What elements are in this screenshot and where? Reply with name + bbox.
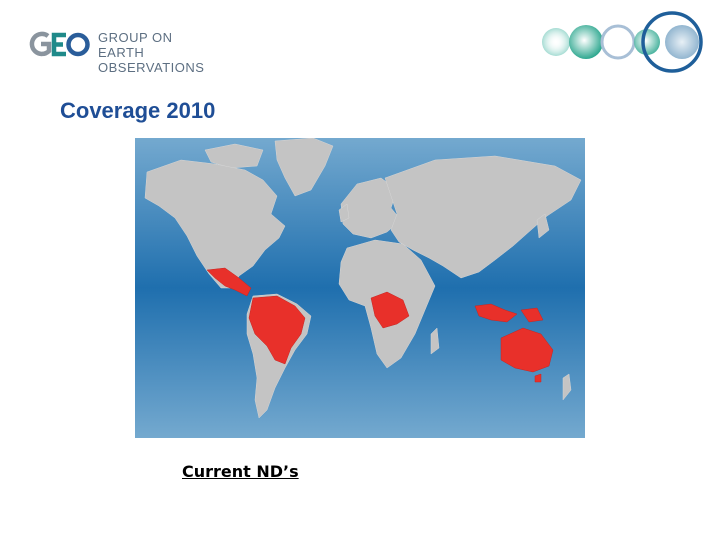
- logo-line-2: EARTH OBSERVATIONS: [98, 45, 205, 75]
- page-title: Coverage 2010: [60, 98, 216, 123]
- logo-line-1: GROUP ON: [98, 30, 173, 45]
- highlight-mexico: [206, 267, 252, 297]
- japan: [536, 213, 550, 239]
- new-zealand: [562, 373, 572, 401]
- geo-logo-icon: [29, 31, 90, 57]
- geo-logo: GROUP ON EARTH OBSERVATIONS: [28, 26, 238, 75]
- highlight-australia: [500, 327, 554, 373]
- asia: [384, 155, 582, 279]
- highlight-png: [520, 307, 544, 323]
- highlight-central-africa: [370, 291, 410, 329]
- arctic-islands: [204, 143, 264, 169]
- world-map: [135, 138, 585, 438]
- geo-orbs-icon: [542, 11, 703, 73]
- uk: [338, 203, 350, 223]
- north-america: [144, 159, 286, 289]
- madagascar: [430, 327, 440, 355]
- greenland: [274, 138, 334, 197]
- map-caption: Current ND’s: [182, 462, 299, 481]
- highlight-tasmania: [534, 373, 542, 383]
- highlight-south-america: [248, 295, 306, 365]
- highlight-indonesia: [474, 303, 518, 323]
